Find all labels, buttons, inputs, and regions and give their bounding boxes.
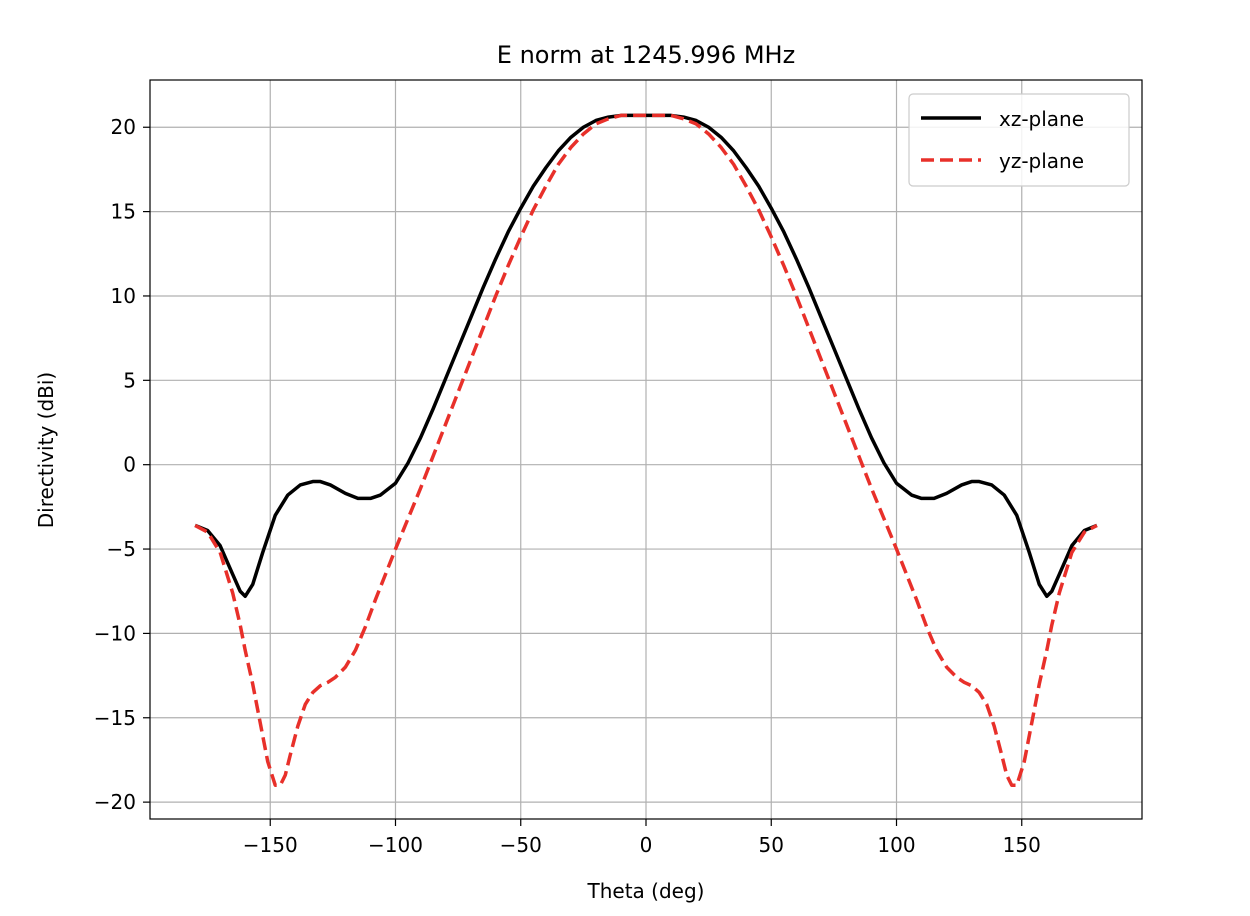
y-tick-label: 0 — [123, 453, 136, 477]
y-tick-label: −20 — [94, 790, 136, 814]
y-tick-label: 15 — [111, 200, 136, 224]
legend: xz-plane yz-plane — [908, 93, 1130, 187]
grid — [150, 80, 1142, 819]
y-tick-label: 10 — [111, 284, 136, 308]
x-axis-label: Theta (deg) — [587, 879, 705, 903]
series-line-yz-plane — [194, 113, 1098, 788]
y-tick-label: 20 — [111, 115, 136, 139]
y-tick-label: −10 — [94, 621, 136, 645]
chart-title: E norm at 1245.996 MHz — [497, 41, 795, 69]
plot-lines — [194, 113, 1098, 788]
legend-label-yz-plane: yz-plane — [999, 149, 1084, 173]
y-tick-label: −5 — [107, 537, 136, 561]
x-tick-label: −100 — [368, 833, 423, 857]
legend-label-xz-plane: xz-plane — [999, 107, 1084, 131]
x-tick-label: −150 — [243, 833, 298, 857]
x-tick-label: −50 — [500, 833, 542, 857]
x-tick-label: 50 — [759, 833, 784, 857]
y-axis-label: Directivity (dBi) — [34, 372, 58, 528]
x-tick-label: 100 — [877, 833, 915, 857]
y-tick-label: 5 — [123, 368, 136, 392]
y-tick-label: −15 — [94, 706, 136, 730]
x-tick-label: 150 — [1003, 833, 1041, 857]
x-tick-label: 0 — [640, 833, 653, 857]
